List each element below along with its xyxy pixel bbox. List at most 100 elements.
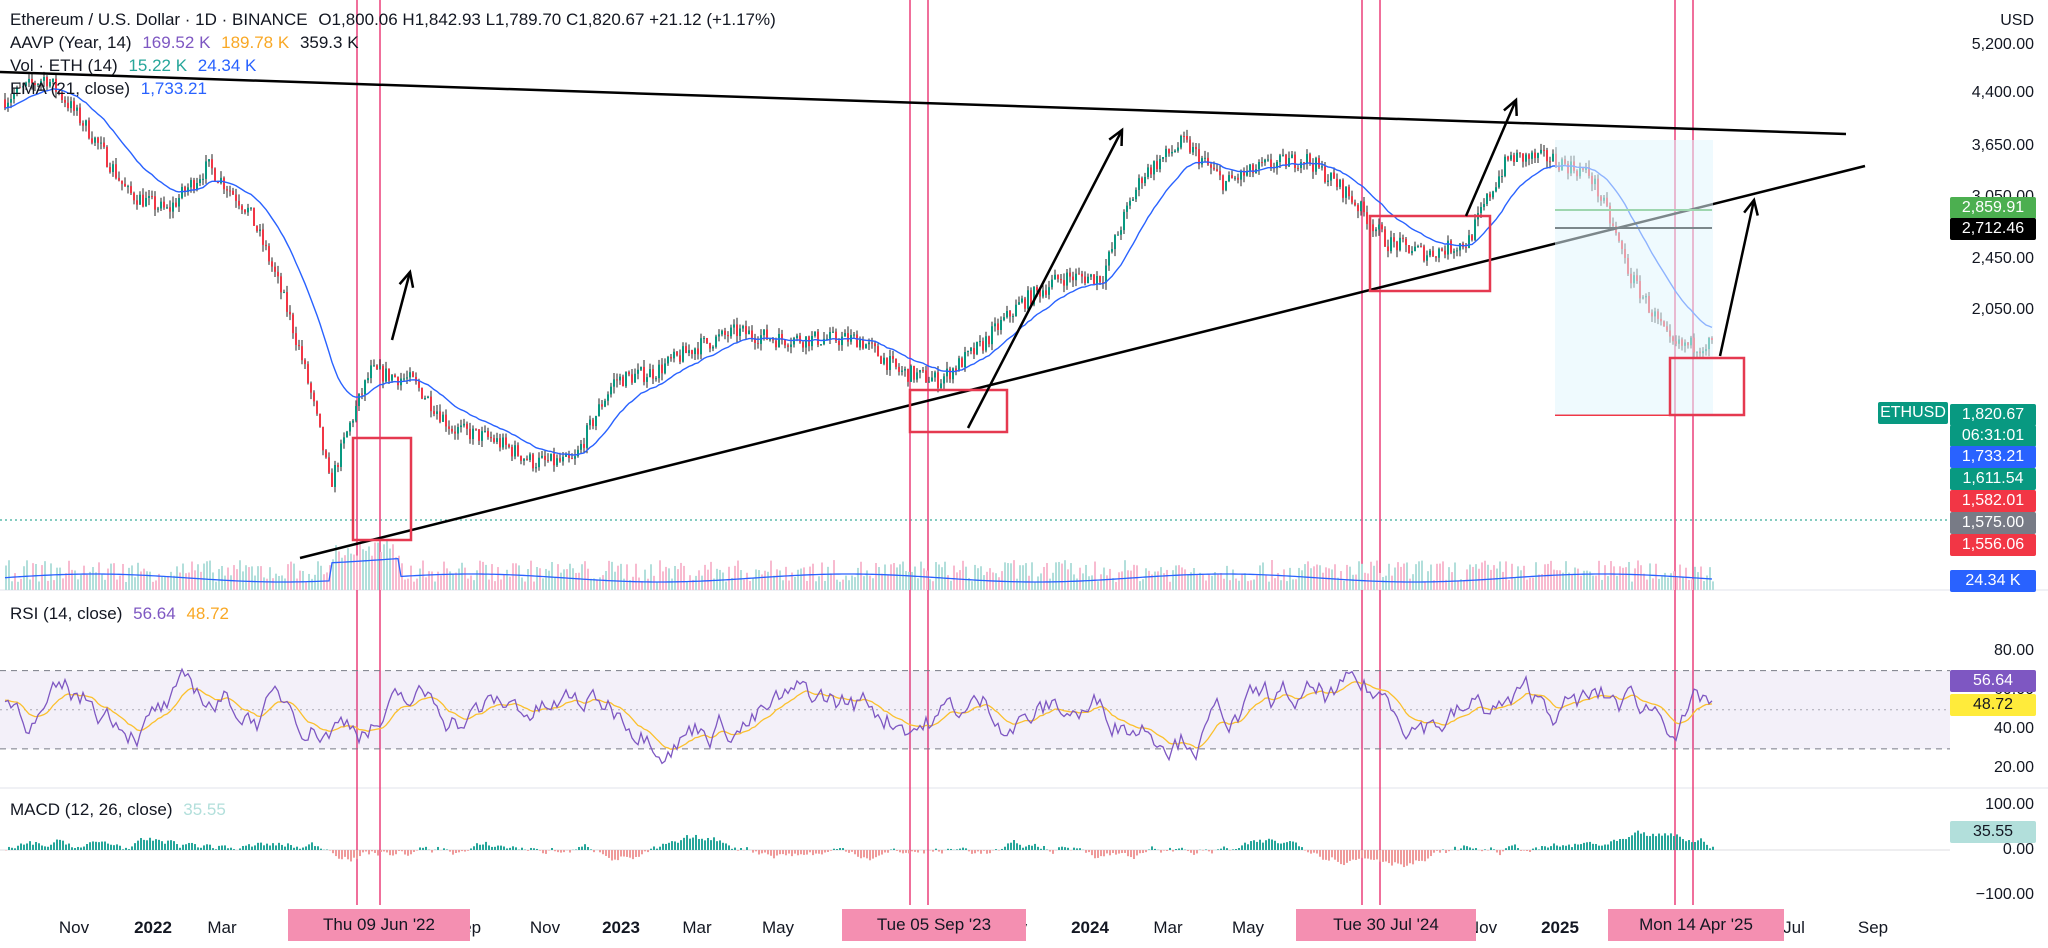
candle-body <box>667 357 669 364</box>
volume-bar <box>593 578 595 590</box>
volume-bar <box>527 569 529 590</box>
macd-histogram-bar <box>1640 833 1642 850</box>
candle-body <box>994 323 996 327</box>
volume-bar <box>332 559 334 590</box>
projection-arrow <box>966 129 1124 429</box>
candle-body <box>1180 136 1182 148</box>
price-tag: 2,712.46 <box>1950 218 2036 240</box>
volume-bar <box>98 562 100 590</box>
macd-histogram-bar <box>1547 847 1549 850</box>
aavp-value-2: 189.78 K <box>221 33 290 52</box>
candle-body <box>757 342 759 344</box>
volume-bar <box>791 572 793 590</box>
macd-histogram-bar <box>176 844 178 850</box>
macd-histogram-bar <box>515 847 517 850</box>
volume-bar <box>140 571 142 590</box>
volume-bar <box>584 561 586 590</box>
volume-bar <box>1127 570 1129 590</box>
volume-bar <box>794 576 796 590</box>
macd-histogram-bar <box>215 849 217 850</box>
macd-histogram-bar <box>1109 850 1111 856</box>
candle-body <box>1045 290 1047 295</box>
candle-body <box>385 368 387 382</box>
candle-body <box>1000 319 1002 330</box>
macd-histogram-bar <box>50 844 52 850</box>
macd-histogram-bar <box>74 848 76 850</box>
volume-bar <box>1268 581 1270 590</box>
volume-bar <box>335 545 337 590</box>
volume-bar <box>1463 580 1465 590</box>
candle-body <box>955 368 957 371</box>
candle-body <box>514 445 516 457</box>
candle-body <box>538 457 540 468</box>
candle-body <box>1054 274 1056 280</box>
candle-body <box>268 246 270 262</box>
macd-histogram-bar <box>1022 847 1024 850</box>
candle-body <box>1081 273 1083 277</box>
volume-bar <box>122 563 124 590</box>
macd-histogram-bar <box>1124 850 1126 853</box>
volume-bar <box>374 542 376 590</box>
aavp-value-3: 359.3 K <box>299 33 359 52</box>
candle-body <box>1291 154 1293 158</box>
macd-histogram-bar <box>1406 850 1408 866</box>
volume-bar <box>1262 562 1264 590</box>
volume-bar <box>1652 578 1654 590</box>
macd-histogram-bar <box>1694 842 1696 850</box>
candle-body <box>103 142 105 147</box>
macd-histogram-bar <box>371 850 373 852</box>
candle-body <box>778 333 780 348</box>
candle-body <box>844 333 846 337</box>
macd-histogram-bar <box>392 850 394 856</box>
macd-histogram-bar <box>167 840 169 850</box>
volume-bar <box>449 571 451 590</box>
candle-body <box>136 200 138 205</box>
volume-bar <box>368 546 370 590</box>
candle-body <box>748 330 750 335</box>
candle-body <box>865 344 867 349</box>
macd-histogram-bar <box>407 850 409 856</box>
volume-bar <box>311 578 313 590</box>
macd-histogram-bar <box>635 850 637 857</box>
candle-body <box>1219 171 1221 176</box>
macd-histogram-bar <box>1280 843 1282 850</box>
macd-histogram-bar <box>1187 850 1189 852</box>
volume-bar <box>1205 580 1207 590</box>
candle-body <box>1189 139 1191 153</box>
macd-histogram-bar <box>485 841 487 850</box>
macd-histogram-bar <box>1283 842 1285 850</box>
macd-histogram-bar <box>179 847 181 850</box>
candle-body <box>532 454 534 469</box>
macd-histogram-bar <box>1496 850 1498 853</box>
volume-bar <box>1505 561 1507 590</box>
candle-body <box>1543 149 1545 151</box>
macd-histogram-bar <box>1136 850 1138 856</box>
macd-histogram-bar <box>1352 850 1354 860</box>
volume-bar <box>437 571 439 590</box>
volume-bar <box>1058 561 1060 590</box>
candle-body <box>1195 146 1197 150</box>
volume-bar <box>617 565 619 590</box>
macd-histogram-bar <box>833 848 835 850</box>
volume-bar <box>428 571 430 590</box>
vol-value-2: 24.34 K <box>197 56 257 75</box>
volume-bar <box>1118 572 1120 590</box>
volume-bar <box>1085 564 1087 590</box>
volume-bar <box>1100 574 1102 590</box>
volume-bar <box>278 576 280 590</box>
volume-bar <box>602 575 604 590</box>
volume-bar <box>200 571 202 590</box>
macd-histogram-bar <box>695 834 697 850</box>
volume-bar <box>752 577 754 590</box>
macd-histogram-bar <box>131 846 133 850</box>
macd-histogram-bar <box>275 845 277 850</box>
macd-histogram-bar <box>158 839 160 850</box>
candle-body <box>781 333 783 341</box>
macd-histogram-bar <box>62 840 64 850</box>
candle-body <box>1261 161 1263 163</box>
candle-body <box>13 93 15 99</box>
volume-bar <box>1661 575 1663 590</box>
volume-bar <box>62 578 64 590</box>
candle-body <box>874 343 876 347</box>
volume-bar <box>899 564 901 590</box>
